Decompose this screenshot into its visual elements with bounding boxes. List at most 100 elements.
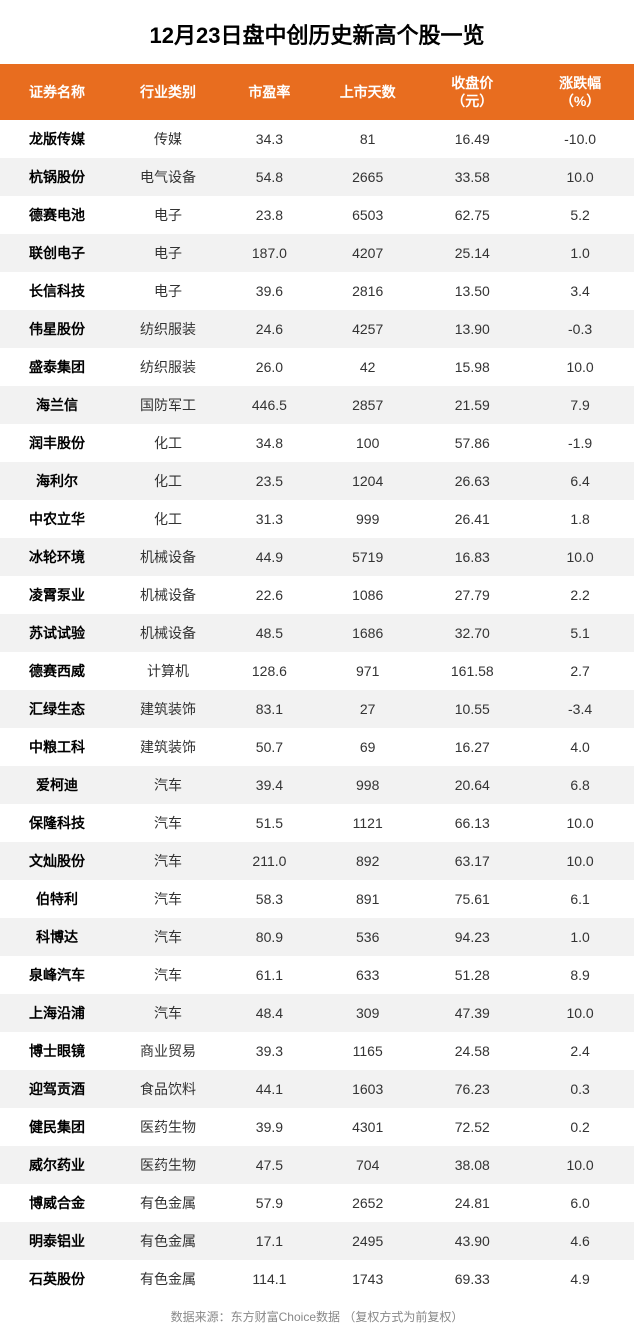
table-cell: 化工 xyxy=(114,462,222,500)
stock-name-cell: 迎驾贡酒 xyxy=(0,1070,114,1108)
data-source-footer: 数据来源：东方财富Choice数据 （复权方式为前复权） xyxy=(0,1298,634,1339)
table-row: 润丰股份化工34.810057.86-1.9 xyxy=(0,424,634,462)
table-cell: 电气设备 xyxy=(114,158,222,196)
table-cell: 2495 xyxy=(317,1222,418,1260)
table-cell: 69.33 xyxy=(418,1260,526,1298)
table-cell: 10.55 xyxy=(418,690,526,728)
table-cell: 23.5 xyxy=(222,462,317,500)
table-cell: 80.9 xyxy=(222,918,317,956)
table-row: 盛泰集团纺织服装26.04215.9810.0 xyxy=(0,348,634,386)
stock-name-cell: 凌霄泵业 xyxy=(0,576,114,614)
table-cell: 63.17 xyxy=(418,842,526,880)
table-row: 龙版传媒传媒34.38116.49-10.0 xyxy=(0,120,634,158)
stock-name-cell: 博士眼镜 xyxy=(0,1032,114,1070)
table-cell: 2816 xyxy=(317,272,418,310)
table-cell: 81 xyxy=(317,120,418,158)
table-cell: 892 xyxy=(317,842,418,880)
table-cell: 114.1 xyxy=(222,1260,317,1298)
table-cell: 27.79 xyxy=(418,576,526,614)
table-cell: 3.4 xyxy=(526,272,634,310)
table-cell: 4.0 xyxy=(526,728,634,766)
stock-name-cell: 威尔药业 xyxy=(0,1146,114,1184)
column-header: 涨跌幅（%） xyxy=(526,64,634,120)
table-cell: 4.9 xyxy=(526,1260,634,1298)
stock-name-cell: 伟星股份 xyxy=(0,310,114,348)
table-cell: 16.27 xyxy=(418,728,526,766)
table-cell: 6.0 xyxy=(526,1184,634,1222)
table-cell: 44.1 xyxy=(222,1070,317,1108)
table-row: 泉峰汽车汽车61.163351.288.9 xyxy=(0,956,634,994)
table-cell: 57.9 xyxy=(222,1184,317,1222)
stock-name-cell: 健民集团 xyxy=(0,1108,114,1146)
stock-name-cell: 德赛西威 xyxy=(0,652,114,690)
table-cell: 24.6 xyxy=(222,310,317,348)
table-cell: 1.8 xyxy=(526,500,634,538)
table-cell: 国防军工 xyxy=(114,386,222,424)
table-cell: 891 xyxy=(317,880,418,918)
table-cell: 电子 xyxy=(114,272,222,310)
table-cell: 22.6 xyxy=(222,576,317,614)
table-cell: 1.0 xyxy=(526,234,634,272)
table-cell: 1.0 xyxy=(526,918,634,956)
table-cell: 33.58 xyxy=(418,158,526,196)
table-cell: 7.9 xyxy=(526,386,634,424)
table-cell: 20.64 xyxy=(418,766,526,804)
table-cell: 汽车 xyxy=(114,918,222,956)
table-cell: 161.58 xyxy=(418,652,526,690)
table-cell: 39.9 xyxy=(222,1108,317,1146)
table-cell: 50.7 xyxy=(222,728,317,766)
stock-name-cell: 盛泰集团 xyxy=(0,348,114,386)
stock-name-cell: 中粮工科 xyxy=(0,728,114,766)
table-cell: 57.86 xyxy=(418,424,526,462)
table-cell: 66.13 xyxy=(418,804,526,842)
table-cell: 纺织服装 xyxy=(114,348,222,386)
table-cell: 4301 xyxy=(317,1108,418,1146)
table-cell: 4207 xyxy=(317,234,418,272)
table-cell: 23.8 xyxy=(222,196,317,234)
page-title: 12月23日盘中创历史新高个股一览 xyxy=(0,0,634,64)
table-cell: 34.3 xyxy=(222,120,317,158)
stock-name-cell: 伯特利 xyxy=(0,880,114,918)
table-cell: 187.0 xyxy=(222,234,317,272)
table-cell: 69 xyxy=(317,728,418,766)
stock-name-cell: 海利尔 xyxy=(0,462,114,500)
table-cell: 1086 xyxy=(317,576,418,614)
table-cell: 传媒 xyxy=(114,120,222,158)
table-row: 科博达汽车80.953694.231.0 xyxy=(0,918,634,956)
table-cell: 电子 xyxy=(114,234,222,272)
table-cell: 971 xyxy=(317,652,418,690)
table-cell: 48.5 xyxy=(222,614,317,652)
table-cell: 汽车 xyxy=(114,842,222,880)
table-cell: 704 xyxy=(317,1146,418,1184)
table-cell: 医药生物 xyxy=(114,1146,222,1184)
table-cell: 47.5 xyxy=(222,1146,317,1184)
stock-name-cell: 石英股份 xyxy=(0,1260,114,1298)
table-row: 联创电子电子187.0420725.141.0 xyxy=(0,234,634,272)
table-cell: 94.23 xyxy=(418,918,526,956)
table-cell: 536 xyxy=(317,918,418,956)
stock-name-cell: 德赛电池 xyxy=(0,196,114,234)
stock-name-cell: 冰轮环境 xyxy=(0,538,114,576)
table-cell: 76.23 xyxy=(418,1070,526,1108)
table-cell: 0.2 xyxy=(526,1108,634,1146)
table-cell: 医药生物 xyxy=(114,1108,222,1146)
table-row: 保隆科技汽车51.5112166.1310.0 xyxy=(0,804,634,842)
table-cell: -10.0 xyxy=(526,120,634,158)
table-cell: 26.41 xyxy=(418,500,526,538)
table-cell: 建筑装饰 xyxy=(114,728,222,766)
table-cell: 26.0 xyxy=(222,348,317,386)
table-cell: 2.4 xyxy=(526,1032,634,1070)
table-cell: 化工 xyxy=(114,424,222,462)
table-row: 海利尔化工23.5120426.636.4 xyxy=(0,462,634,500)
table-cell: 1686 xyxy=(317,614,418,652)
table-cell: 2.7 xyxy=(526,652,634,690)
table-row: 博威合金有色金属57.9265224.816.0 xyxy=(0,1184,634,1222)
stock-name-cell: 泉峰汽车 xyxy=(0,956,114,994)
table-cell: 62.75 xyxy=(418,196,526,234)
column-header: 收盘价（元） xyxy=(418,64,526,120)
table-cell: 5.1 xyxy=(526,614,634,652)
table-cell: 5719 xyxy=(317,538,418,576)
table-row: 中农立华化工31.399926.411.8 xyxy=(0,500,634,538)
column-header: 上市天数 xyxy=(317,64,418,120)
table-cell: 83.1 xyxy=(222,690,317,728)
